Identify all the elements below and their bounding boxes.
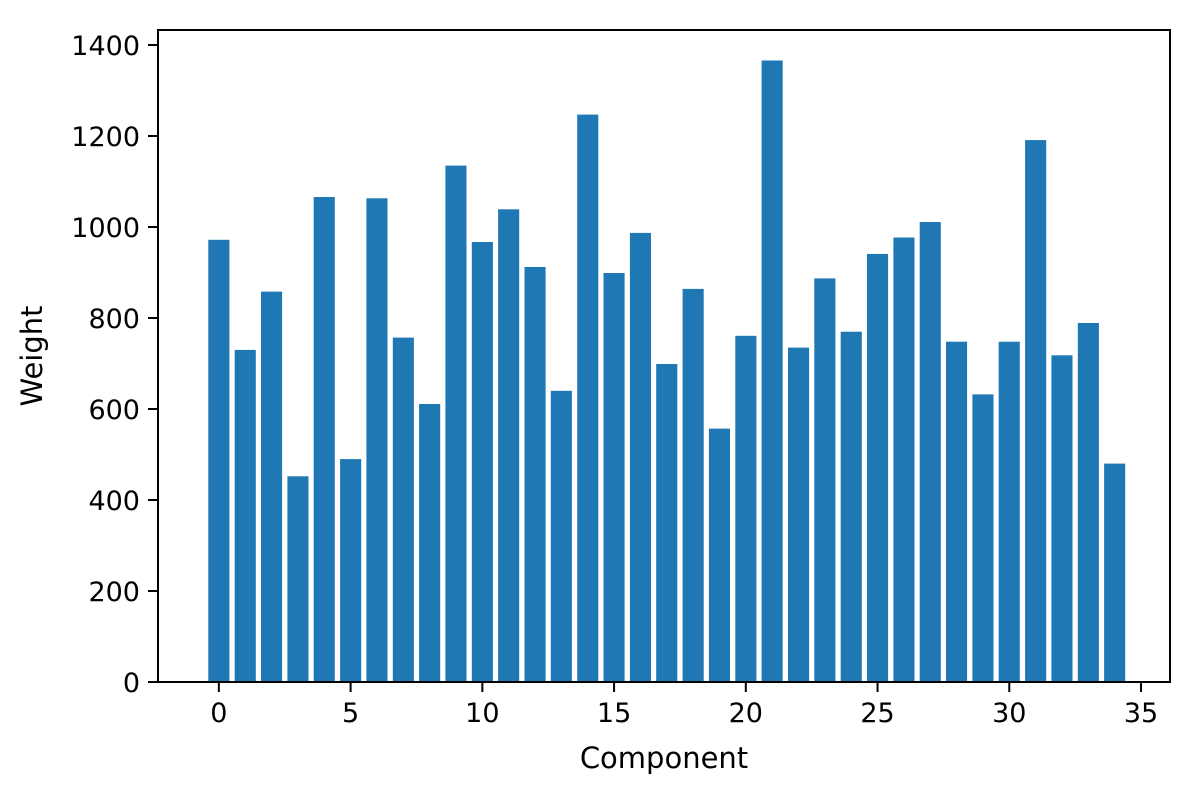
bar xyxy=(445,165,467,683)
bar xyxy=(1051,355,1073,682)
bar xyxy=(603,273,625,682)
y-tick-label: 1200 xyxy=(71,122,140,153)
y-tick-label: 0 xyxy=(123,668,140,699)
x-tick-label: 35 xyxy=(1124,698,1158,729)
bar xyxy=(998,341,1020,682)
bar xyxy=(366,198,388,683)
bar xyxy=(919,222,941,682)
x-tick-label: 5 xyxy=(342,698,359,729)
y-tick-label: 600 xyxy=(88,395,140,426)
bar xyxy=(761,60,783,682)
bar xyxy=(1104,463,1126,682)
bar xyxy=(656,364,678,682)
x-axis-label: Component xyxy=(580,741,748,775)
bar xyxy=(287,476,309,682)
bar xyxy=(419,404,441,682)
bar xyxy=(629,232,651,682)
bars-group xyxy=(208,60,1126,683)
bar xyxy=(867,253,889,682)
x-tick-label: 10 xyxy=(465,698,499,729)
bar xyxy=(1077,323,1099,682)
bar xyxy=(893,237,915,682)
bar xyxy=(972,394,994,682)
y-axis-label: Weight xyxy=(15,305,49,406)
y-tick-label: 400 xyxy=(88,486,140,517)
bar xyxy=(392,337,414,682)
x-tick-label: 0 xyxy=(210,698,227,729)
bar xyxy=(340,459,362,682)
ticks-group: 0 5 10 15 20 25 30 35 0 200 400 600 800 1000 1200 1400 xyxy=(71,31,1158,729)
y-tick-label: 1000 xyxy=(71,213,140,244)
bar xyxy=(313,197,335,682)
bar xyxy=(208,239,230,683)
bar xyxy=(814,278,836,682)
x-tick-label: 30 xyxy=(992,698,1026,729)
y-tick-label: 800 xyxy=(88,304,140,335)
bar xyxy=(261,291,283,682)
bar xyxy=(708,428,730,682)
x-tick-label: 25 xyxy=(860,698,894,729)
bar xyxy=(577,114,599,683)
x-tick-label: 20 xyxy=(729,698,763,729)
bar xyxy=(1025,140,1047,683)
y-tick-label: 1400 xyxy=(71,31,140,62)
bar xyxy=(524,267,546,682)
x-tick-label: 15 xyxy=(597,698,631,729)
y-tick-label: 200 xyxy=(88,577,140,608)
bar xyxy=(498,209,520,683)
bar xyxy=(735,335,757,682)
bar xyxy=(234,349,256,682)
bar xyxy=(840,331,862,682)
bar xyxy=(550,390,572,682)
bar xyxy=(682,288,704,682)
bar xyxy=(946,341,968,682)
bar xyxy=(471,242,493,682)
bar xyxy=(788,347,810,682)
plot-frame xyxy=(157,29,1171,683)
